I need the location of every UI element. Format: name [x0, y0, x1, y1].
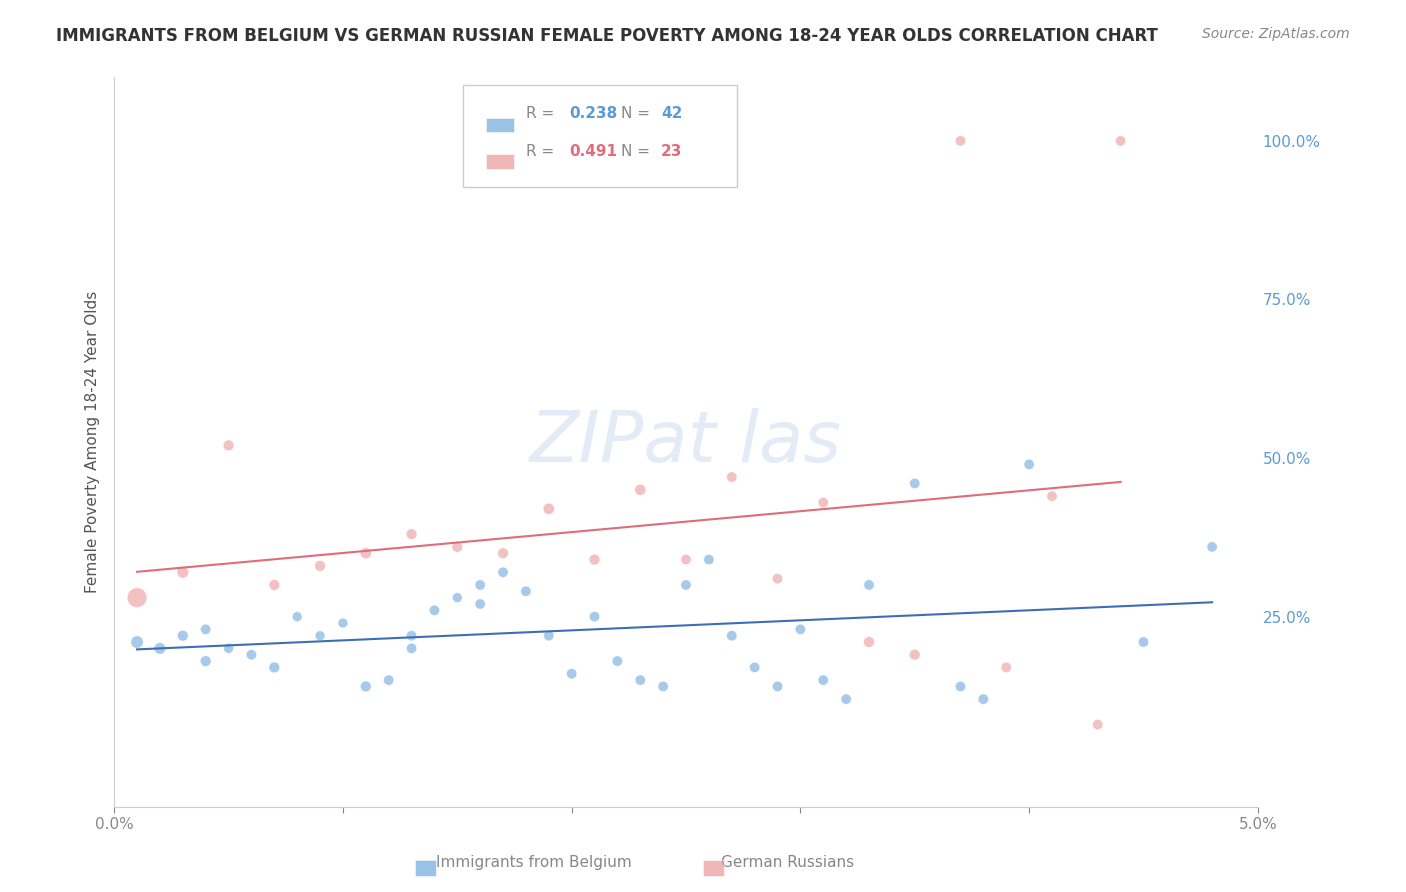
Text: ZIPat las: ZIPat las — [530, 408, 842, 476]
Point — [675, 552, 697, 566]
Text: Immigrants from Belgium: Immigrants from Belgium — [436, 855, 633, 870]
Point — [652, 680, 675, 694]
Point — [949, 680, 972, 694]
Point — [423, 603, 446, 617]
Point — [194, 654, 217, 668]
Point — [1087, 717, 1109, 731]
Point — [697, 552, 720, 566]
Point — [1109, 134, 1132, 148]
Text: R =: R = — [526, 106, 560, 121]
Point — [766, 680, 789, 694]
Point — [309, 629, 332, 643]
Point — [218, 438, 240, 452]
Point — [1201, 540, 1223, 554]
Point — [470, 597, 492, 611]
Point — [904, 476, 927, 491]
Text: Source: ZipAtlas.com: Source: ZipAtlas.com — [1202, 27, 1350, 41]
Point — [125, 591, 148, 605]
Point — [492, 566, 515, 580]
Text: IMMIGRANTS FROM BELGIUM VS GERMAN RUSSIAN FEMALE POVERTY AMONG 18-24 YEAR OLDS C: IMMIGRANTS FROM BELGIUM VS GERMAN RUSSIA… — [56, 27, 1159, 45]
Point — [149, 641, 172, 656]
Point — [628, 483, 651, 497]
Point — [263, 660, 285, 674]
Point — [401, 641, 423, 656]
Point — [628, 673, 651, 687]
Point — [949, 134, 972, 148]
Point — [583, 552, 606, 566]
Point — [470, 578, 492, 592]
Point — [835, 692, 858, 706]
Text: 42: 42 — [661, 106, 682, 121]
FancyBboxPatch shape — [463, 85, 738, 186]
Point — [401, 629, 423, 643]
Point — [1018, 458, 1040, 472]
Point — [401, 527, 423, 541]
FancyBboxPatch shape — [486, 118, 515, 132]
Point — [492, 546, 515, 560]
Point — [858, 578, 880, 592]
Y-axis label: Female Poverty Among 18-24 Year Olds: Female Poverty Among 18-24 Year Olds — [86, 291, 100, 593]
Point — [332, 615, 354, 630]
Point — [377, 673, 399, 687]
Point — [515, 584, 537, 599]
Text: 0.238: 0.238 — [569, 106, 617, 121]
Point — [354, 680, 377, 694]
Point — [972, 692, 994, 706]
Point — [813, 673, 835, 687]
Point — [1132, 635, 1154, 649]
Text: N =: N = — [621, 106, 655, 121]
Point — [125, 635, 148, 649]
Point — [1040, 489, 1063, 503]
Point — [561, 666, 583, 681]
Point — [904, 648, 927, 662]
Point — [218, 641, 240, 656]
Point — [537, 629, 560, 643]
Point — [263, 578, 285, 592]
Point — [446, 540, 468, 554]
Point — [240, 648, 263, 662]
Point — [789, 623, 811, 637]
Point — [537, 501, 560, 516]
Point — [583, 609, 606, 624]
Point — [720, 470, 742, 484]
Text: N =: N = — [621, 145, 655, 160]
Point — [309, 558, 332, 573]
Point — [720, 629, 742, 643]
Point — [744, 660, 766, 674]
Point — [995, 660, 1018, 674]
Point — [446, 591, 468, 605]
Point — [354, 546, 377, 560]
Point — [194, 623, 217, 637]
Point — [172, 629, 194, 643]
Text: 0.491: 0.491 — [569, 145, 617, 160]
Point — [858, 635, 880, 649]
Point — [285, 609, 308, 624]
Point — [675, 578, 697, 592]
Point — [172, 566, 194, 580]
Text: R =: R = — [526, 145, 560, 160]
Point — [813, 495, 835, 509]
FancyBboxPatch shape — [486, 154, 515, 169]
Point — [606, 654, 628, 668]
Text: 23: 23 — [661, 145, 682, 160]
Point — [766, 572, 789, 586]
Text: German Russians: German Russians — [721, 855, 853, 870]
